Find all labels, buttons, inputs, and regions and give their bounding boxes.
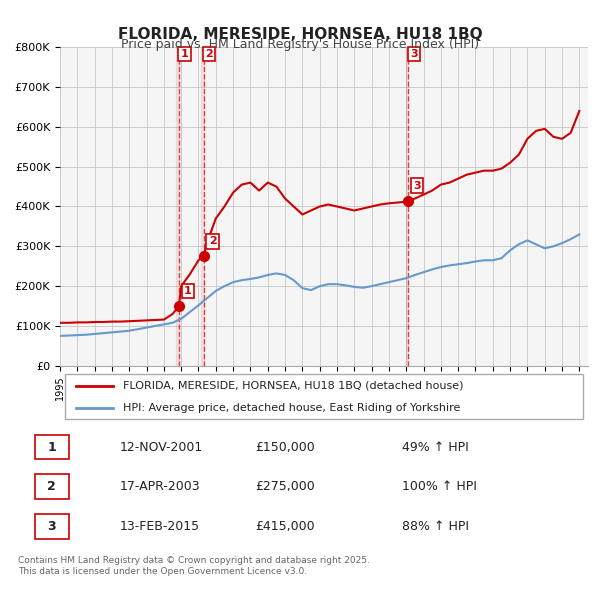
Text: 100% ↑ HPI: 100% ↑ HPI — [401, 480, 476, 493]
Text: 13-FEB-2015: 13-FEB-2015 — [119, 520, 200, 533]
Text: 3: 3 — [410, 49, 418, 59]
Text: Contains HM Land Registry data © Crown copyright and database right 2025.
This d: Contains HM Land Registry data © Crown c… — [18, 556, 370, 576]
Text: FLORIDA, MERESIDE, HORNSEA, HU18 1BQ (detached house): FLORIDA, MERESIDE, HORNSEA, HU18 1BQ (de… — [124, 381, 464, 391]
Text: 49% ↑ HPI: 49% ↑ HPI — [401, 441, 468, 454]
Text: 3: 3 — [47, 520, 56, 533]
FancyBboxPatch shape — [35, 435, 69, 460]
Text: 1: 1 — [184, 286, 192, 296]
Bar — [201, 47, 203, 366]
Text: 12-NOV-2001: 12-NOV-2001 — [119, 441, 203, 454]
Bar — [176, 47, 179, 366]
FancyBboxPatch shape — [35, 474, 69, 499]
Text: 2: 2 — [209, 237, 217, 247]
Text: HPI: Average price, detached house, East Riding of Yorkshire: HPI: Average price, detached house, East… — [124, 403, 461, 413]
Text: £150,000: £150,000 — [255, 441, 314, 454]
Text: 88% ↑ HPI: 88% ↑ HPI — [401, 520, 469, 533]
Text: 2: 2 — [205, 49, 213, 59]
Text: £415,000: £415,000 — [255, 520, 314, 533]
Text: 17-APR-2003: 17-APR-2003 — [119, 480, 200, 493]
FancyBboxPatch shape — [65, 374, 583, 419]
Text: 1: 1 — [47, 441, 56, 454]
Text: 3: 3 — [413, 181, 421, 191]
Bar — [406, 47, 409, 366]
Text: 2: 2 — [47, 480, 56, 493]
Text: Price paid vs. HM Land Registry's House Price Index (HPI): Price paid vs. HM Land Registry's House … — [121, 38, 479, 51]
Text: £275,000: £275,000 — [255, 480, 314, 493]
FancyBboxPatch shape — [35, 514, 69, 539]
Text: 1: 1 — [181, 49, 188, 59]
Text: FLORIDA, MERESIDE, HORNSEA, HU18 1BQ: FLORIDA, MERESIDE, HORNSEA, HU18 1BQ — [118, 27, 482, 41]
